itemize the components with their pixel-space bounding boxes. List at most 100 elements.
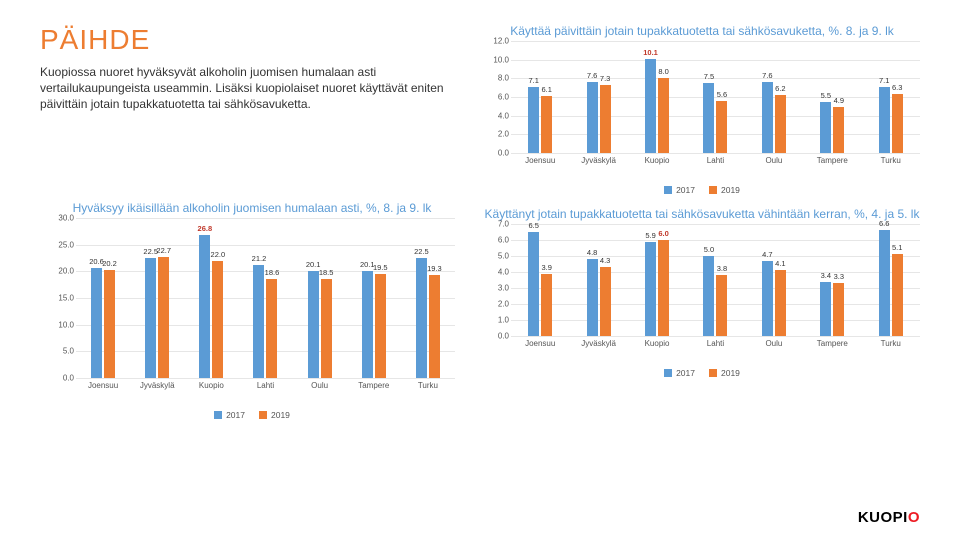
- bar-value-label: 6.0: [658, 229, 668, 238]
- category-label: Lahti: [238, 378, 292, 390]
- category-label: Jyväskylä: [569, 153, 627, 165]
- bar-group: 26.822.0Kuopio: [184, 218, 238, 378]
- bar-group: 20.118.5Oulu: [293, 218, 347, 378]
- bar-group: 22.519.3Turku: [401, 218, 455, 378]
- bar: 6.3: [892, 94, 903, 153]
- bar: 3.4: [820, 282, 831, 336]
- chart-title: Käyttänyt jotain tupakkatuotetta tai säh…: [485, 207, 920, 222]
- category-label: Turku: [862, 153, 920, 165]
- bar-value-label: 7.6: [762, 71, 772, 80]
- bar: 18.5: [321, 279, 332, 378]
- bar: 19.5: [375, 274, 386, 378]
- bar-value-label: 7.3: [600, 74, 610, 83]
- bar-value-label: 7.6: [587, 71, 597, 80]
- bar-group: 5.03.8Lahti: [686, 224, 744, 336]
- category-label: Kuopio: [628, 153, 686, 165]
- chart-title: Käyttää päivittäin jotain tupakkatuotett…: [510, 24, 894, 39]
- bar: 6.6: [879, 230, 890, 336]
- bar-value-label: 4.9: [834, 96, 844, 105]
- bar-value-label: 5.1: [892, 243, 902, 252]
- bar: 5.6: [716, 101, 727, 153]
- bar: 3.8: [716, 275, 727, 336]
- bar: 3.3: [833, 283, 844, 336]
- bar-value-label: 22.0: [211, 250, 226, 259]
- kuopio-logo: KUOPIO: [858, 509, 920, 526]
- legend-item-2017: 2017: [214, 410, 245, 420]
- bar-group: 6.65.1Turku: [862, 224, 920, 336]
- bar: 20.1: [362, 271, 373, 378]
- bar-group: 5.96.0Kuopio: [628, 224, 686, 336]
- category-label: Tampere: [803, 336, 861, 348]
- bar: 4.1: [775, 270, 786, 336]
- bar: 4.8: [587, 259, 598, 336]
- bar: 22.5: [416, 258, 427, 378]
- bar-value-label: 4.8: [587, 248, 597, 257]
- bar-group: 7.67.3Jyväskylä: [569, 41, 627, 153]
- chart-tried-tobacco: Käyttänyt jotain tupakkatuotetta tai säh…: [484, 207, 920, 420]
- bar: 7.6: [762, 82, 773, 153]
- category-label: Kuopio: [184, 378, 238, 390]
- bar-group: 4.74.1Oulu: [745, 224, 803, 336]
- bar: 7.1: [879, 87, 890, 153]
- bar-group: 20.620.2Joensuu: [76, 218, 130, 378]
- bar-value-label: 7.1: [528, 76, 538, 85]
- bar-group: 4.84.3Jyväskylä: [569, 224, 627, 336]
- bar: 7.6: [587, 82, 598, 153]
- bar-value-label: 5.5: [821, 91, 831, 100]
- legend-item-2017: 2017: [664, 185, 695, 195]
- bar: 6.2: [775, 95, 786, 153]
- bar: 18.6: [266, 279, 277, 378]
- category-label: Joensuu: [511, 336, 569, 348]
- bar-value-label: 6.5: [528, 221, 538, 230]
- bar: 20.6: [91, 268, 102, 378]
- bar-value-label: 18.6: [265, 268, 280, 277]
- bar: 5.0: [703, 256, 714, 336]
- category-label: Oulu: [745, 336, 803, 348]
- bar-group: 22.522.7Jyväskylä: [130, 218, 184, 378]
- bar-value-label: 10.1: [643, 48, 658, 57]
- category-label: Joensuu: [511, 153, 569, 165]
- category-label: Turku: [862, 336, 920, 348]
- bar: 3.9: [541, 274, 552, 336]
- bar: 4.7: [762, 261, 773, 336]
- bar-value-label: 6.6: [879, 219, 889, 228]
- legend: 2017 2019: [664, 185, 740, 195]
- bar-value-label: 3.8: [717, 264, 727, 273]
- legend-item-2019: 2019: [709, 368, 740, 378]
- legend-item-2019: 2019: [709, 185, 740, 195]
- bar-value-label: 4.7: [762, 250, 772, 259]
- bar-group: 3.43.3Tampere: [803, 224, 861, 336]
- bar-value-label: 6.3: [892, 83, 902, 92]
- category-label: Kuopio: [628, 336, 686, 348]
- bar-value-label: 3.9: [541, 263, 551, 272]
- legend: 2017 2019: [664, 368, 740, 378]
- bar-group: 20.119.5Tampere: [347, 218, 401, 378]
- category-label: Lahti: [686, 336, 744, 348]
- bar-value-label: 7.1: [879, 76, 889, 85]
- bar: 5.1: [892, 254, 903, 336]
- bar-value-label: 19.3: [427, 264, 442, 273]
- bar-group: 21.218.6Lahti: [238, 218, 292, 378]
- bar-value-label: 20.2: [102, 259, 117, 268]
- bar: 5.9: [645, 242, 656, 336]
- category-label: Turku: [401, 378, 455, 390]
- bar: 26.8: [199, 235, 210, 378]
- bar: 8.0: [658, 78, 669, 153]
- chart-accepts-alcohol: Hyväksyy ikäisillään alkoholin juomisen …: [40, 201, 464, 420]
- bar-value-label: 22.5: [414, 247, 429, 256]
- bar-value-label: 22.7: [156, 246, 171, 255]
- chart-title: Hyväksyy ikäisillään alkoholin juomisen …: [73, 201, 432, 216]
- bar: 22.0: [212, 261, 223, 378]
- bar-group: 6.53.9Joensuu: [511, 224, 569, 336]
- bar: 22.5: [145, 258, 156, 378]
- bar: 20.2: [104, 270, 115, 378]
- bar-value-label: 3.3: [834, 272, 844, 281]
- bar-group: 10.18.0Kuopio: [628, 41, 686, 153]
- bar-value-label: 5.9: [645, 231, 655, 240]
- category-label: Oulu: [293, 378, 347, 390]
- bar: 10.1: [645, 59, 656, 153]
- bar-value-label: 21.2: [252, 254, 267, 263]
- bar: 4.3: [600, 267, 611, 336]
- category-label: Jyväskylä: [569, 336, 627, 348]
- category-label: Joensuu: [76, 378, 130, 390]
